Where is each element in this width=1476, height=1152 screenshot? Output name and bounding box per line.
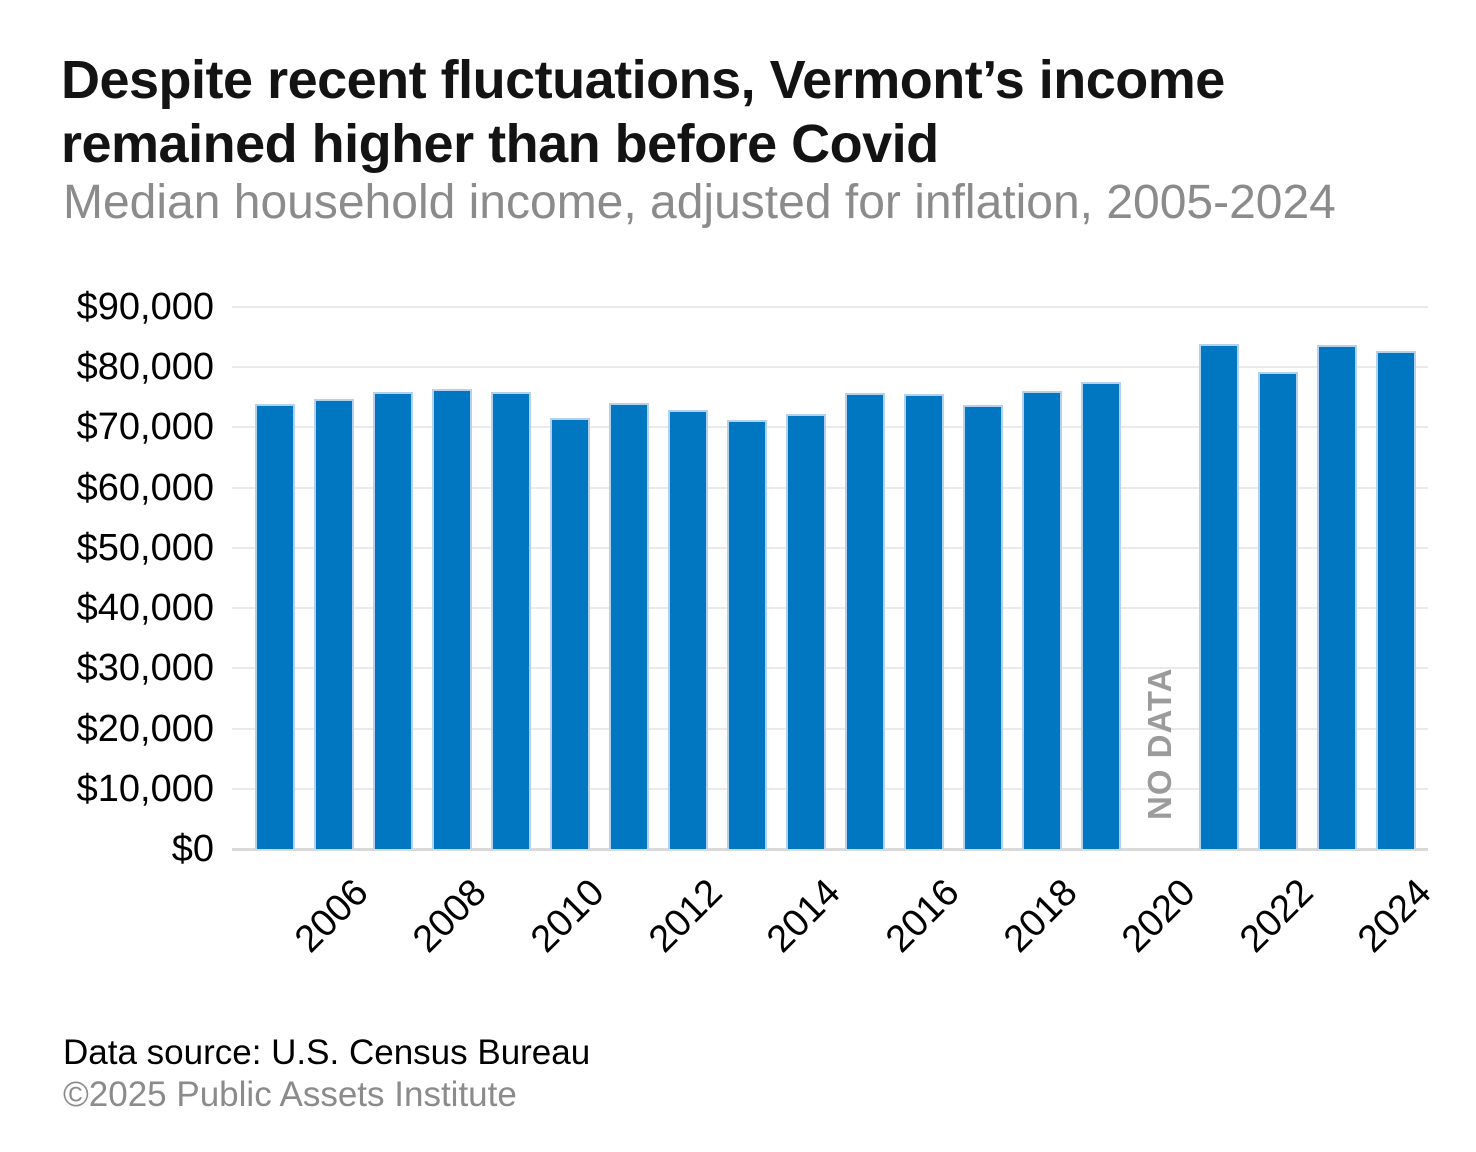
x-tick-label-2010: 2010: [523, 871, 613, 961]
gridline: [232, 486, 1428, 489]
y-tick-label: $40,000: [76, 587, 214, 630]
bar-2017: [963, 404, 1004, 849]
y-tick-label: $90,000: [76, 286, 214, 328]
y-tick-label: $60,000: [76, 466, 214, 509]
x-tick-label-2018: 2018: [995, 871, 1086, 961]
x-tick-label-2016: 2016: [877, 871, 968, 961]
copyright-note: ©2025 Public Assets Institute: [63, 1075, 517, 1114]
x-tick-label-2024: 2024: [1349, 871, 1440, 961]
bar-2009: [490, 391, 531, 849]
bar-2019: [1081, 382, 1122, 849]
x-tick-label-2014: 2014: [759, 871, 849, 961]
bar-2013: [726, 419, 767, 849]
x-tick-label-2012: 2012: [641, 871, 731, 961]
bar-2014: [785, 414, 826, 849]
bar-2024: [1376, 350, 1417, 849]
bar-2021: [1199, 343, 1240, 849]
gridline: [232, 607, 1428, 610]
y-tick-label: $0: [171, 828, 214, 870]
bar-2012: [667, 409, 708, 849]
chart-title: Despite recent fluctuations, Vermont’s i…: [61, 50, 1225, 174]
bar-2016: [904, 394, 945, 849]
gridline: [232, 787, 1428, 790]
x-tick-label-2008: 2008: [405, 871, 495, 961]
chart-subtitle: Median household income, adjusted for in…: [63, 176, 1336, 229]
y-tick-label: $30,000: [76, 647, 214, 690]
y-tick-label: $80,000: [76, 346, 214, 389]
plot-area: NO DATA: [232, 306, 1428, 851]
y-tick-label: $20,000: [76, 707, 214, 750]
no-data-label: NO DATA: [1141, 667, 1179, 820]
bar-2005: [254, 403, 295, 849]
y-tick-label: $50,000: [76, 526, 214, 569]
bar-2011: [608, 402, 649, 849]
x-axis-line: [232, 848, 1428, 851]
bar-2023: [1317, 344, 1358, 849]
bar-2018: [1022, 390, 1063, 849]
bar-2022: [1258, 372, 1299, 849]
bar-2006: [313, 399, 354, 849]
y-tick-label: $70,000: [76, 406, 214, 449]
data-source-note: Data source: U.S. Census Bureau: [63, 1033, 591, 1072]
bar-2015: [845, 393, 885, 849]
gridline: [232, 546, 1428, 549]
bar-2007: [372, 391, 413, 849]
x-tick-label-2020: 2020: [1113, 871, 1204, 961]
y-tick-label: $10,000: [76, 767, 214, 810]
gridline: [232, 727, 1428, 730]
bar-2008: [431, 388, 472, 849]
x-tick-label-2022: 2022: [1231, 871, 1322, 961]
gridline: [232, 426, 1428, 429]
x-tick-label-2006: 2006: [287, 871, 377, 961]
gridline: [232, 306, 1428, 308]
gridline: [232, 366, 1428, 369]
bar-2010: [549, 418, 590, 849]
gridline: [232, 667, 1428, 670]
